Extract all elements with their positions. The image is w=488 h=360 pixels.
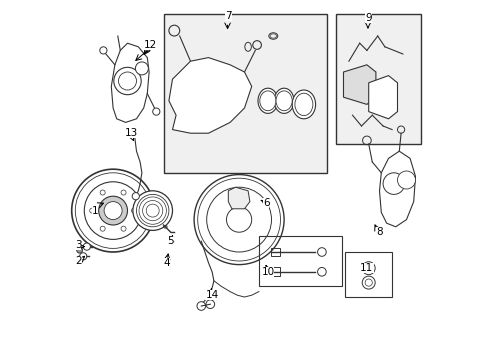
Circle shape: [362, 276, 374, 289]
Polygon shape: [379, 151, 415, 227]
Bar: [271, 248, 280, 256]
Text: 10: 10: [261, 267, 274, 277]
Circle shape: [75, 173, 151, 248]
Circle shape: [131, 208, 136, 213]
Text: 9: 9: [365, 13, 371, 23]
Text: 3: 3: [75, 240, 81, 250]
Text: 5: 5: [167, 236, 174, 246]
Circle shape: [397, 171, 415, 189]
Circle shape: [114, 67, 141, 95]
Text: 14: 14: [205, 290, 218, 300]
Circle shape: [376, 80, 382, 86]
Polygon shape: [368, 76, 397, 119]
Polygon shape: [168, 58, 251, 133]
Text: 13: 13: [124, 128, 138, 138]
Bar: [345, 252, 391, 297]
Circle shape: [146, 204, 159, 217]
Circle shape: [133, 191, 172, 230]
Circle shape: [104, 202, 122, 220]
Bar: [336, 14, 420, 144]
Circle shape: [121, 190, 126, 195]
Circle shape: [226, 207, 251, 232]
Circle shape: [382, 173, 404, 194]
Ellipse shape: [275, 91, 292, 111]
Polygon shape: [343, 65, 375, 104]
Circle shape: [376, 102, 382, 107]
Circle shape: [118, 72, 136, 90]
Ellipse shape: [292, 90, 315, 119]
Circle shape: [376, 91, 382, 96]
Ellipse shape: [258, 88, 277, 113]
Text: 11: 11: [360, 263, 373, 273]
Bar: [258, 236, 341, 286]
Circle shape: [317, 248, 325, 256]
Circle shape: [197, 178, 280, 261]
Text: 4: 4: [163, 258, 170, 268]
Circle shape: [77, 247, 82, 253]
Circle shape: [99, 196, 127, 225]
Ellipse shape: [294, 93, 312, 116]
Circle shape: [84, 182, 142, 239]
Circle shape: [89, 208, 95, 213]
Polygon shape: [111, 43, 149, 122]
Polygon shape: [228, 187, 249, 209]
Circle shape: [206, 187, 271, 252]
Circle shape: [83, 243, 90, 250]
Circle shape: [194, 175, 284, 265]
Circle shape: [317, 267, 325, 276]
Text: 2: 2: [76, 256, 82, 266]
Bar: [163, 14, 326, 173]
Circle shape: [135, 62, 148, 75]
Ellipse shape: [259, 91, 275, 111]
Circle shape: [362, 262, 374, 275]
Circle shape: [80, 253, 87, 260]
Circle shape: [121, 226, 126, 231]
Ellipse shape: [274, 88, 293, 113]
Text: 7: 7: [224, 11, 231, 21]
Bar: [271, 267, 280, 276]
Circle shape: [197, 302, 205, 310]
Circle shape: [100, 190, 105, 195]
Circle shape: [139, 197, 166, 224]
Circle shape: [136, 194, 168, 227]
Circle shape: [142, 201, 163, 221]
Circle shape: [132, 193, 139, 200]
Circle shape: [205, 300, 214, 309]
Text: 6: 6: [262, 198, 269, 208]
Circle shape: [365, 265, 371, 272]
Text: 8: 8: [375, 227, 382, 237]
Circle shape: [100, 226, 105, 231]
Text: 1: 1: [92, 206, 98, 216]
Text: 12: 12: [144, 40, 157, 50]
Circle shape: [72, 169, 154, 252]
Circle shape: [365, 279, 371, 286]
Circle shape: [142, 200, 163, 221]
